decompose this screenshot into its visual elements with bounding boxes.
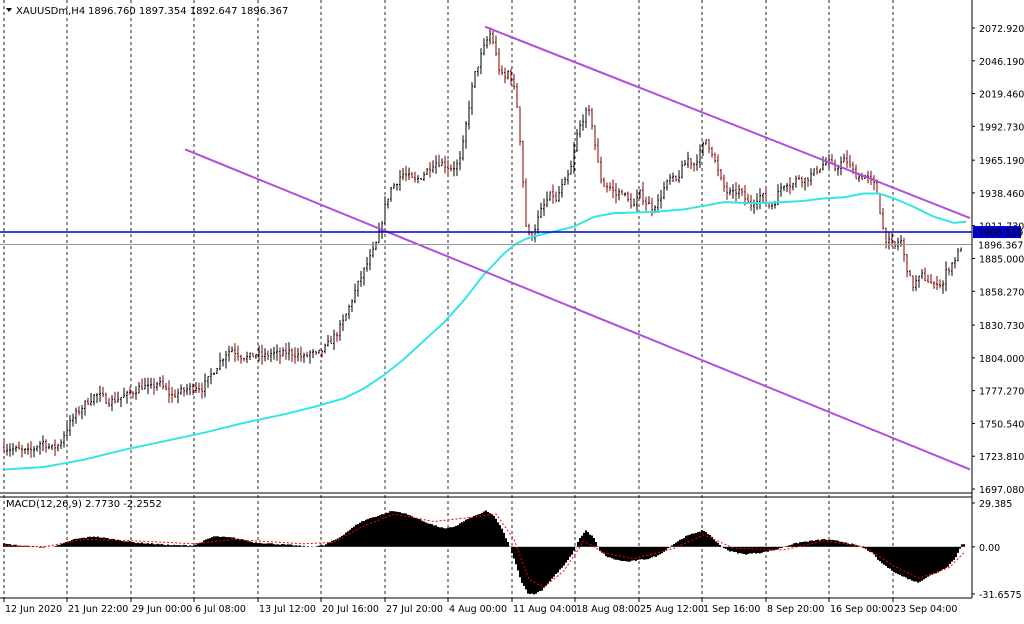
symbol-menu-icon[interactable] bbox=[6, 8, 12, 12]
ohlc-values: 1896.760 1897.354 1892.647 1896.367 bbox=[88, 6, 288, 17]
level-price-tag-bg bbox=[973, 226, 1021, 239]
price-tick-label: 1804.000 bbox=[979, 354, 1024, 365]
time-tick-label: 29 Jun 00:00 bbox=[132, 604, 192, 615]
time-tick-label: 6 Jul 08:00 bbox=[195, 604, 246, 615]
time-tick-label: 1 Sep 16:00 bbox=[703, 604, 760, 615]
price-tick-label: 1830.730 bbox=[979, 321, 1024, 332]
price-tick-label: 1858.270 bbox=[979, 287, 1024, 298]
price-tick-label: 1992.730 bbox=[979, 122, 1024, 133]
price-axis: 2072.920 2046.190 2019.460 1992.730 1965.190… bbox=[972, 24, 1024, 601]
time-tick-label: 12 Jun 2020 bbox=[5, 604, 62, 615]
macd-indicator-label: MACD(12,26,9) 2.7730 -2.2552 bbox=[6, 499, 162, 510]
time-tick-label: 23 Sep 04:00 bbox=[894, 604, 957, 615]
price-tick-label: 2019.460 bbox=[979, 90, 1024, 101]
price-tick-label: 1965.190 bbox=[979, 156, 1024, 167]
macd-tick-label: 0.00 bbox=[979, 543, 1000, 554]
macd-panel bbox=[3, 510, 965, 595]
moving-average-line bbox=[3, 192, 967, 471]
time-tick-label: 16 Sep 00:00 bbox=[830, 604, 893, 615]
time-tick-label: 4 Aug 00:00 bbox=[449, 604, 507, 615]
chart-header: XAUUSDm,H4 1896.760 1897.354 1892.647 18… bbox=[6, 6, 288, 17]
channel-lower-trendline[interactable] bbox=[184, 148, 971, 471]
price-tick-label: 2072.920 bbox=[979, 24, 1024, 35]
price-tick-label: 1938.460 bbox=[979, 189, 1024, 200]
moving-average bbox=[3, 192, 967, 471]
price-tick-label: 1750.540 bbox=[979, 419, 1024, 430]
price-tick-label: 2046.190 bbox=[979, 57, 1024, 68]
chart-frame bbox=[0, 0, 973, 599]
time-tick-label: 27 Jul 20:00 bbox=[386, 604, 443, 615]
time-tick-label: 25 Aug 12:00 bbox=[640, 604, 704, 615]
symbol-label: XAUUSDm,H4 bbox=[16, 6, 85, 17]
time-tick-label: 21 Jun 22:00 bbox=[68, 604, 128, 615]
time-tick-label: 11 Aug 04:00 bbox=[513, 604, 577, 615]
level-price-tag: 1906.559 bbox=[978, 228, 1023, 239]
price-tick-label: 1885.000 bbox=[979, 255, 1024, 266]
bid-price-tag: 1896.367 bbox=[978, 241, 1023, 252]
price-series bbox=[3, 27, 962, 458]
time-tick-label: 18 Aug 08:00 bbox=[576, 604, 640, 615]
macd-tick-label: 29.385 bbox=[979, 499, 1012, 510]
time-tick-label: 13 Jul 12:00 bbox=[259, 604, 316, 615]
macd-tick-label: -31.6575 bbox=[979, 590, 1022, 601]
time-axis: 12 Jun 2020 21 Jun 22:00 29 Jun 00:00 6 Jul… bbox=[3, 598, 957, 615]
time-tick-label: 8 Sep 20:00 bbox=[767, 604, 824, 615]
macd-signal-line bbox=[3, 513, 965, 588]
drawing-objects[interactable] bbox=[0, 25, 972, 471]
channel-upper-trendline[interactable] bbox=[484, 25, 971, 219]
price-tick-label: 1777.270 bbox=[979, 387, 1024, 398]
time-tick-label: 20 Jul 16:00 bbox=[322, 604, 379, 615]
price-tick-label: 1697.080 bbox=[979, 485, 1024, 496]
bid-price-tag-bg bbox=[973, 238, 1021, 251]
price-tick-label: 1723.810 bbox=[979, 452, 1024, 463]
